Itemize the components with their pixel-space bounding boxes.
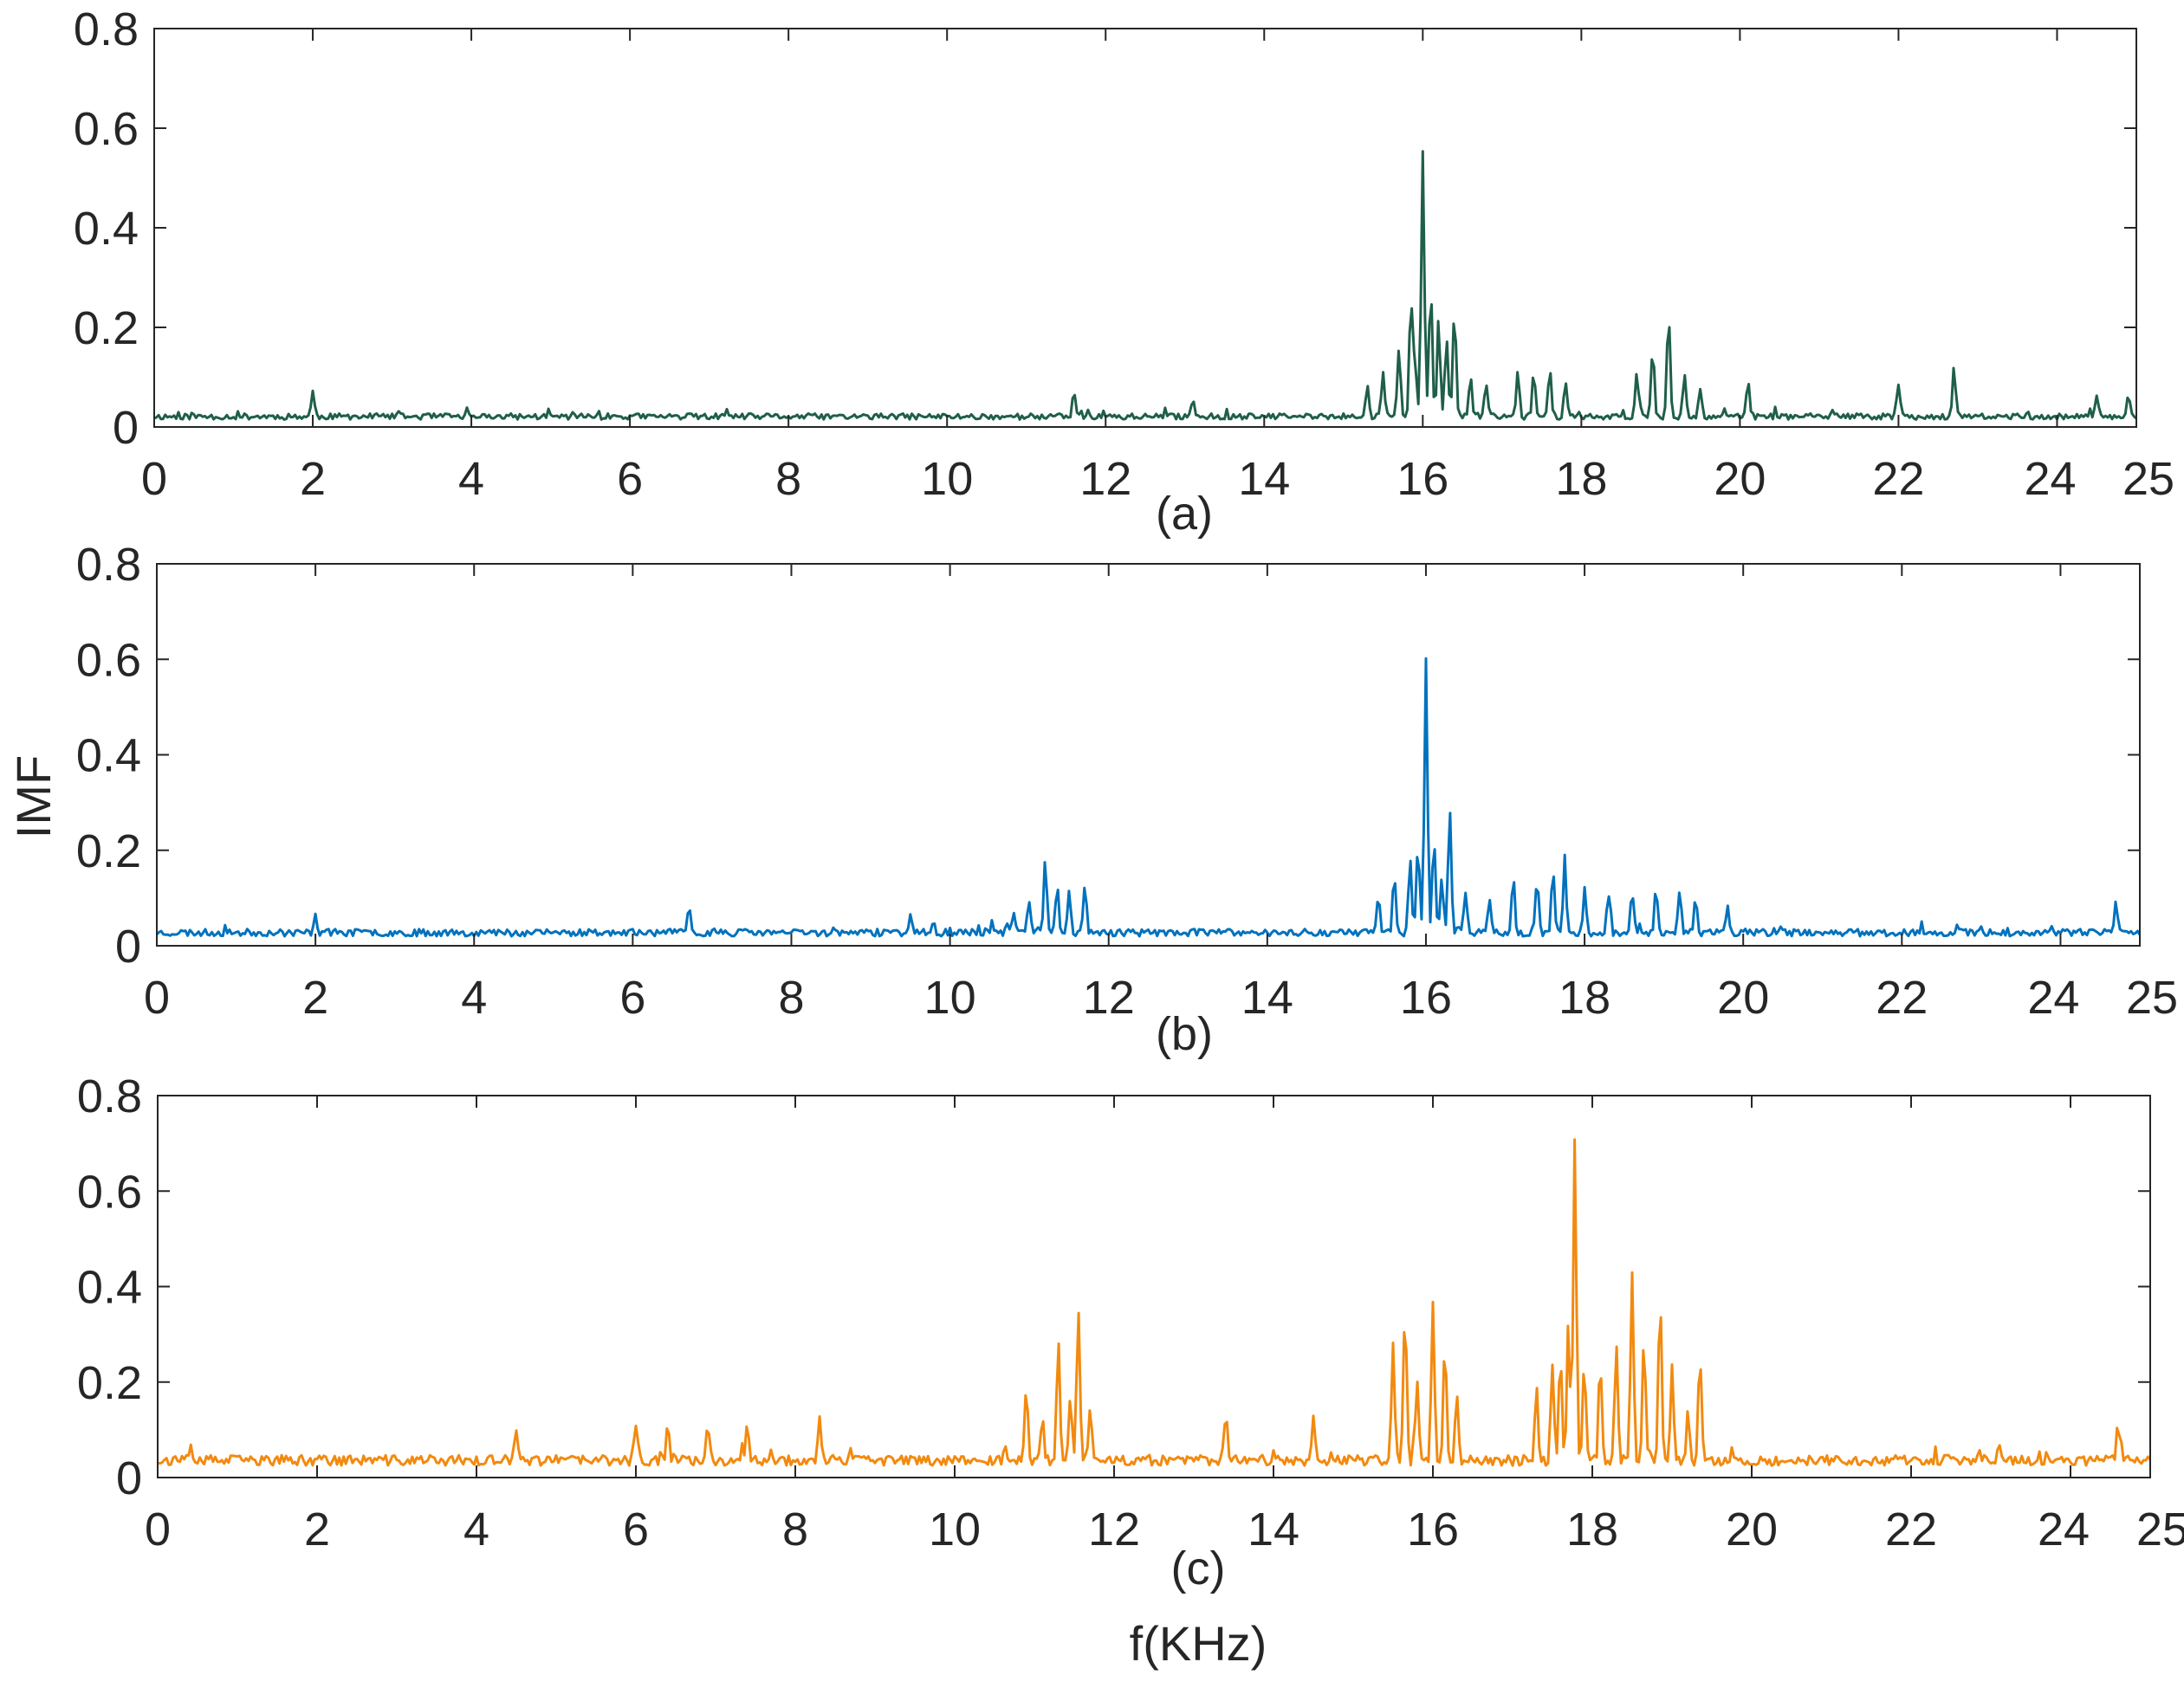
x-axis-label: f(KHz) bbox=[1130, 1616, 1267, 1671]
x-tick-label-a: 14 bbox=[1238, 453, 1290, 505]
x-tick-label-b: 16 bbox=[1400, 972, 1452, 1024]
x-tick-label-a: 16 bbox=[1397, 453, 1448, 505]
x-tick-label-c: 24 bbox=[2038, 1504, 2090, 1555]
x-tick-label-b: 25 bbox=[2126, 972, 2178, 1024]
y-tick-label-b: 0 bbox=[115, 921, 141, 973]
x-tick-label-b: 8 bbox=[778, 972, 804, 1024]
x-tick-label-b: 24 bbox=[2027, 972, 2079, 1024]
x-tick-label-a: 18 bbox=[1555, 453, 1607, 505]
y-tick-label-a: 0.2 bbox=[74, 302, 139, 354]
y-tick-label-a: 0.4 bbox=[74, 203, 139, 255]
x-tick-label-b: 6 bbox=[619, 972, 645, 1024]
x-tick-label-a: 22 bbox=[1872, 453, 1924, 505]
panel-c-label: (c) bbox=[1171, 1542, 1226, 1594]
y-tick-label-a: 0.6 bbox=[74, 103, 139, 155]
y-tick-label-c: 0.2 bbox=[77, 1357, 142, 1409]
x-tick-label-c: 16 bbox=[1407, 1504, 1459, 1555]
x-tick-label-a: 4 bbox=[458, 453, 484, 505]
x-tick-label-c: 22 bbox=[1885, 1504, 1937, 1555]
x-tick-label-a: 6 bbox=[617, 453, 643, 505]
x-tick-label-c: 10 bbox=[929, 1504, 981, 1555]
y-tick-label-b: 0.6 bbox=[76, 634, 141, 686]
x-tick-label-c: 20 bbox=[1726, 1504, 1778, 1555]
x-tick-label-c: 18 bbox=[1566, 1504, 1618, 1555]
panel-a-label: (a) bbox=[1156, 488, 1213, 540]
x-tick-label-b: 18 bbox=[1559, 972, 1610, 1024]
plot-frame-a bbox=[153, 28, 2137, 428]
y-tick-label-b: 0.4 bbox=[76, 730, 141, 782]
x-tick-label-a: 20 bbox=[1714, 453, 1766, 505]
x-tick-label-c: 12 bbox=[1088, 1504, 1140, 1555]
x-tick-label-b: 10 bbox=[924, 972, 976, 1024]
panel-b-label: (b) bbox=[1156, 1008, 1213, 1060]
y-tick-label-c: 0.4 bbox=[77, 1262, 142, 1314]
y-tick-label-c: 0.8 bbox=[77, 1070, 142, 1122]
x-tick-label-a: 12 bbox=[1079, 453, 1131, 505]
x-tick-label-b: 20 bbox=[1717, 972, 1769, 1024]
x-tick-label-c: 0 bbox=[145, 1504, 171, 1555]
x-tick-label-a: 25 bbox=[2122, 453, 2174, 505]
x-tick-label-b: 12 bbox=[1083, 972, 1135, 1024]
y-tick-label-c: 0.6 bbox=[77, 1166, 142, 1218]
x-tick-label-a: 8 bbox=[775, 453, 801, 505]
x-tick-label-b: 0 bbox=[144, 972, 170, 1024]
x-tick-label-a: 24 bbox=[2024, 453, 2076, 505]
x-tick-label-c: 4 bbox=[463, 1504, 489, 1555]
signal-line-a bbox=[153, 150, 2138, 421]
x-tick-label-b: 2 bbox=[302, 972, 328, 1024]
y-tick-label-b: 0.8 bbox=[76, 539, 141, 591]
x-tick-label-c: 14 bbox=[1248, 1504, 1299, 1555]
plot-frame-b bbox=[156, 563, 2141, 947]
signal-line-b bbox=[155, 656, 2142, 938]
signal-line-c bbox=[157, 1138, 2152, 1467]
x-tick-label-b: 22 bbox=[1876, 972, 1928, 1024]
x-tick-label-a: 10 bbox=[921, 453, 973, 505]
x-tick-label-c: 2 bbox=[304, 1504, 330, 1555]
x-tick-label-a: 0 bbox=[141, 453, 167, 505]
y-tick-label-a: 0 bbox=[113, 402, 139, 454]
y-tick-label-c: 0 bbox=[116, 1452, 142, 1504]
y-axis-label: IMF bbox=[6, 755, 61, 838]
x-tick-label-b: 4 bbox=[461, 972, 487, 1024]
x-tick-label-b: 14 bbox=[1241, 972, 1293, 1024]
plot-frame-c bbox=[157, 1095, 2151, 1478]
x-tick-label-c: 6 bbox=[623, 1504, 649, 1555]
y-tick-label-a: 0.8 bbox=[74, 3, 139, 55]
x-tick-label-c: 25 bbox=[2136, 1504, 2184, 1555]
y-tick-label-b: 0.2 bbox=[76, 825, 141, 877]
x-tick-label-c: 8 bbox=[782, 1504, 808, 1555]
x-tick-label-a: 2 bbox=[300, 453, 326, 505]
